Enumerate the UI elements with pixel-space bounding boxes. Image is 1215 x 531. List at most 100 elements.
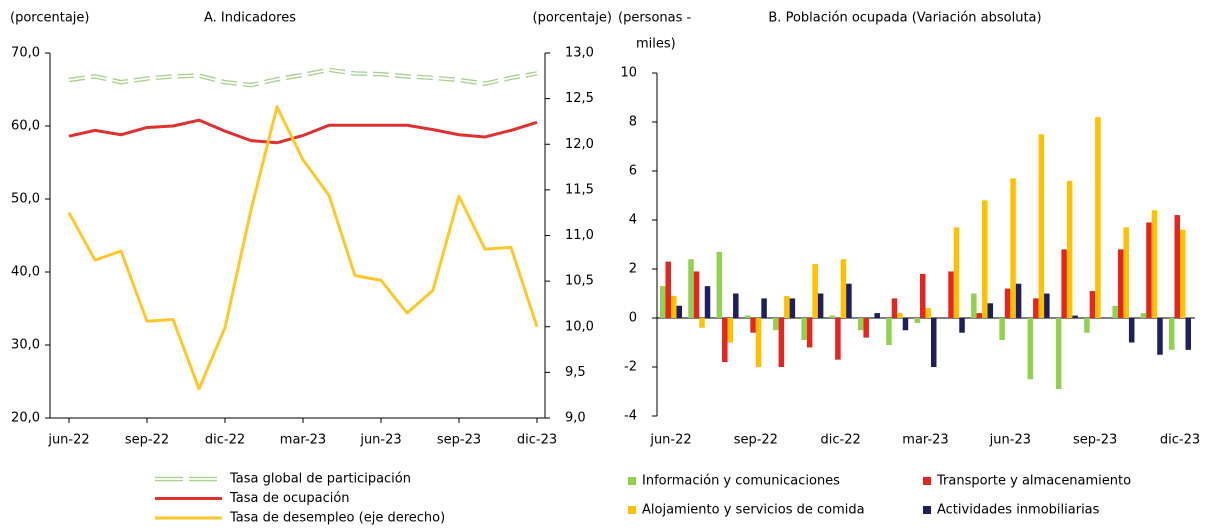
bar — [920, 273, 926, 318]
bar — [829, 315, 836, 318]
bar — [931, 318, 937, 367]
line-series — [67, 105, 539, 391]
legend-label: Alojamiento y servicios de comida — [642, 503, 865, 518]
x-tick-label: jun-23 — [989, 433, 1031, 448]
bar — [1174, 215, 1180, 318]
bar — [953, 227, 960, 318]
bar — [699, 318, 705, 328]
bar — [891, 298, 898, 318]
y-tick-label: 6 — [629, 164, 637, 179]
legend-swatch — [628, 506, 636, 514]
x-tick-label: jun-22 — [649, 433, 691, 448]
bar — [744, 315, 751, 318]
bar — [1010, 178, 1016, 318]
line-series — [68, 118, 538, 145]
x-tick-label: sep-23 — [1073, 433, 1117, 448]
bar — [976, 313, 983, 318]
y-tick-label: 40,0 — [11, 265, 40, 280]
bar — [676, 305, 682, 318]
bar — [857, 318, 864, 331]
y2-tick-label: 11,0 — [565, 228, 594, 243]
bar — [716, 251, 723, 318]
bar — [801, 318, 807, 341]
y2-tick-label: 11,5 — [565, 182, 594, 197]
bar — [773, 318, 779, 331]
bar — [733, 293, 739, 318]
bar — [1061, 249, 1067, 318]
y-tick-label: 8 — [629, 115, 637, 130]
bar — [1033, 298, 1039, 318]
bar — [1044, 293, 1050, 318]
bar — [959, 318, 965, 333]
bar — [863, 318, 869, 338]
bar — [806, 318, 813, 348]
legend-label: Tasa de desempleo (eje derecho) — [229, 511, 445, 526]
y2-tick-label: 12,5 — [565, 91, 594, 106]
legend-label: Tasa global de participación — [229, 472, 411, 487]
bar — [840, 259, 847, 318]
bar — [727, 318, 734, 343]
bar — [704, 286, 711, 318]
y2-tick-label: 9,0 — [565, 411, 586, 426]
bar — [660, 286, 666, 318]
y-tick-label: 70,0 — [11, 46, 40, 61]
bar — [971, 293, 977, 318]
bar — [750, 318, 756, 333]
x-tick-label: jun-22 — [47, 433, 89, 448]
y-tick-label: 60,0 — [11, 119, 40, 134]
bar — [987, 303, 994, 318]
x-tick-label: dic-22 — [821, 433, 861, 448]
legend-swatch — [628, 477, 636, 485]
bar — [1169, 318, 1175, 350]
bar — [1151, 210, 1158, 318]
y-axis-label: (porcentaje) — [10, 11, 89, 26]
bar — [1117, 249, 1124, 318]
x-tick-label: mar-23 — [280, 433, 326, 448]
bar — [1128, 318, 1135, 343]
bar — [1095, 117, 1101, 318]
bar — [1089, 291, 1096, 318]
bar — [817, 293, 824, 318]
bar — [1004, 288, 1011, 318]
bar — [1185, 318, 1191, 350]
y-tick-label: 10 — [620, 66, 637, 81]
bar — [1123, 227, 1129, 318]
bar — [1084, 318, 1090, 333]
bar — [886, 318, 892, 345]
bar — [755, 318, 762, 367]
y2-tick-label: 9,5 — [565, 365, 586, 380]
bar — [999, 318, 1005, 341]
bar — [1112, 305, 1118, 318]
chart-title: B. Población ocupada (Variación absoluta… — [768, 11, 1041, 26]
x-tick-label: dic-23 — [517, 433, 557, 448]
bar — [1038, 134, 1045, 318]
y2-tick-label: 12,0 — [565, 137, 594, 152]
legend-label: Actividades inmobiliarias — [937, 503, 1100, 518]
legend-label: Transporte y almacenamiento — [936, 474, 1131, 489]
y2-tick-label: 13,0 — [565, 46, 594, 61]
legend-label: Información y comunicaciones — [642, 474, 840, 489]
bar — [982, 200, 988, 318]
y-tick-label: 0 — [629, 311, 637, 326]
y-tick-label: 30,0 — [11, 338, 40, 353]
bar — [1066, 180, 1073, 318]
bar — [925, 308, 931, 318]
bar — [761, 298, 767, 318]
y-tick-label: 2 — [629, 262, 637, 277]
bar — [1072, 315, 1078, 318]
line-series-inner — [68, 68, 538, 87]
bar — [789, 298, 796, 318]
y2-tick-label: 10,5 — [565, 274, 594, 289]
y-tick-label: 20,0 — [11, 411, 40, 426]
bar — [846, 283, 852, 318]
bar — [1027, 318, 1034, 380]
legend-swatch — [923, 506, 931, 514]
x-tick-label: sep-23 — [437, 433, 481, 448]
y2-axis-label: (porcentaje) — [533, 11, 612, 26]
x-tick-label: mar-23 — [902, 433, 948, 448]
bar — [914, 318, 920, 323]
bar — [1140, 313, 1147, 318]
y2-tick-label: 10,0 — [565, 319, 594, 334]
y-tick-label: -4 — [624, 409, 637, 424]
bar — [665, 261, 671, 318]
